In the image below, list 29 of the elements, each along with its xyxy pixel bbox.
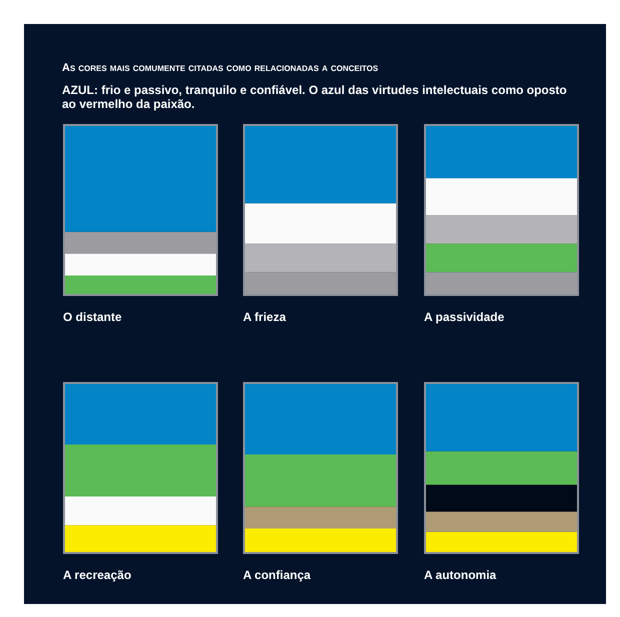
bar (426, 244, 577, 272)
bar (65, 276, 216, 294)
bar (65, 232, 216, 254)
x-axis-title: A confiança (243, 568, 312, 582)
bar (426, 126, 577, 178)
bar (65, 525, 216, 552)
x-axis-title: A recreação (63, 568, 132, 582)
x-axis-title: A frieza (243, 310, 287, 324)
bar (245, 244, 396, 272)
bar (65, 444, 216, 497)
bar (245, 506, 396, 528)
bar (245, 203, 396, 244)
bar (426, 215, 577, 244)
bar (426, 484, 577, 512)
chart-title: As cores mais comumente citadas como relacionadas a conceitos (62, 62, 378, 74)
x-axis-title: A passividade (424, 310, 506, 324)
bar (426, 178, 577, 216)
x-axis-title: A autonomia (424, 568, 498, 582)
bar (65, 496, 216, 526)
bar (245, 454, 396, 507)
text: AZUL: frio e passivo, tranquilo e confiável. O azul das virtudes intelectuais como oposto ao vermelho da paixão. (62, 83, 568, 111)
bar (245, 272, 396, 294)
x-axis-title: O distante (63, 310, 123, 324)
bar (426, 272, 577, 294)
bar (245, 528, 396, 552)
bar (65, 254, 216, 276)
bar (426, 451, 577, 485)
bar (426, 532, 577, 552)
bar (426, 512, 577, 532)
